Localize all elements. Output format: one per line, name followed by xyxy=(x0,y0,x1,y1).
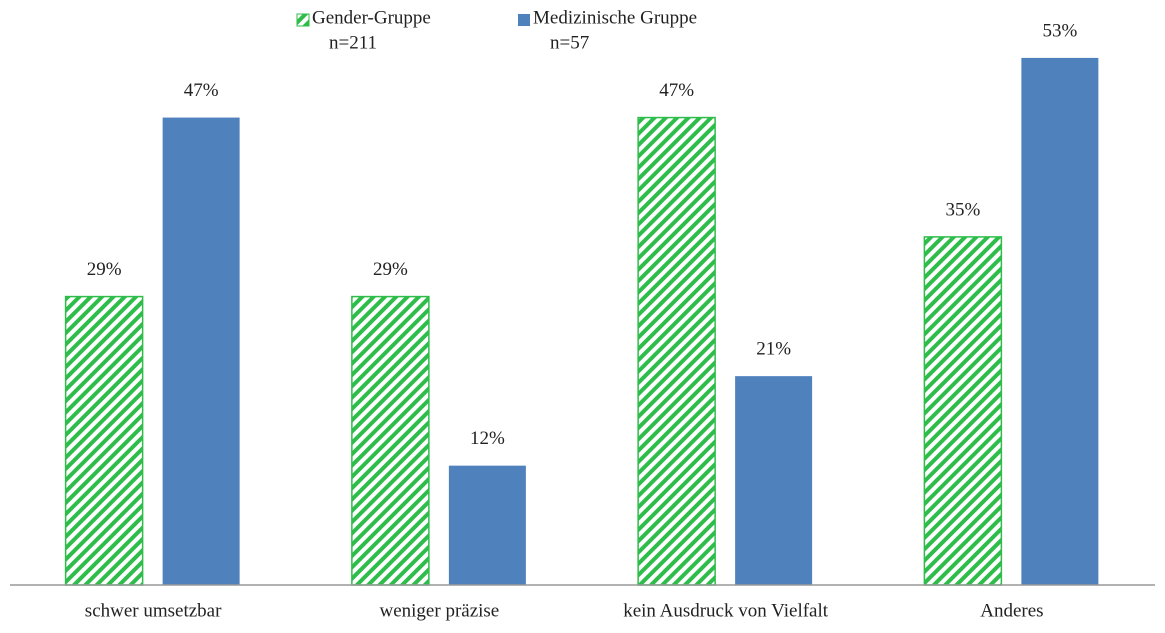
data-label: 35% xyxy=(945,199,980,220)
legend-label: Medizinische Gruppe xyxy=(533,7,697,28)
bar xyxy=(64,295,144,586)
bar xyxy=(162,117,240,586)
bar xyxy=(351,295,430,586)
legend-swatch xyxy=(296,13,310,27)
bar xyxy=(923,236,1003,586)
x-tick-label: weniger präzise xyxy=(380,600,500,621)
data-label: 21% xyxy=(756,339,791,360)
x-tick-label: schwer umsetzbar xyxy=(85,600,222,621)
data-label: 29% xyxy=(373,259,408,280)
bar xyxy=(1021,57,1099,585)
legend-swatch xyxy=(518,14,530,26)
x-tick-label: Anderes xyxy=(980,600,1043,621)
x-tick-label: kein Ausdruck von Vielfalt xyxy=(623,600,829,621)
legend-sample: n=211 xyxy=(329,32,377,53)
data-label: 53% xyxy=(1042,20,1077,41)
data-label: 47% xyxy=(659,80,694,101)
bar xyxy=(448,465,526,585)
bar xyxy=(637,116,716,586)
data-label: 12% xyxy=(470,428,505,449)
legend-sample: n=57 xyxy=(550,32,589,53)
data-label: 47% xyxy=(184,80,219,101)
legend-label: Gender-Gruppe xyxy=(312,7,431,28)
bar xyxy=(735,376,813,585)
data-label: 29% xyxy=(87,259,122,280)
